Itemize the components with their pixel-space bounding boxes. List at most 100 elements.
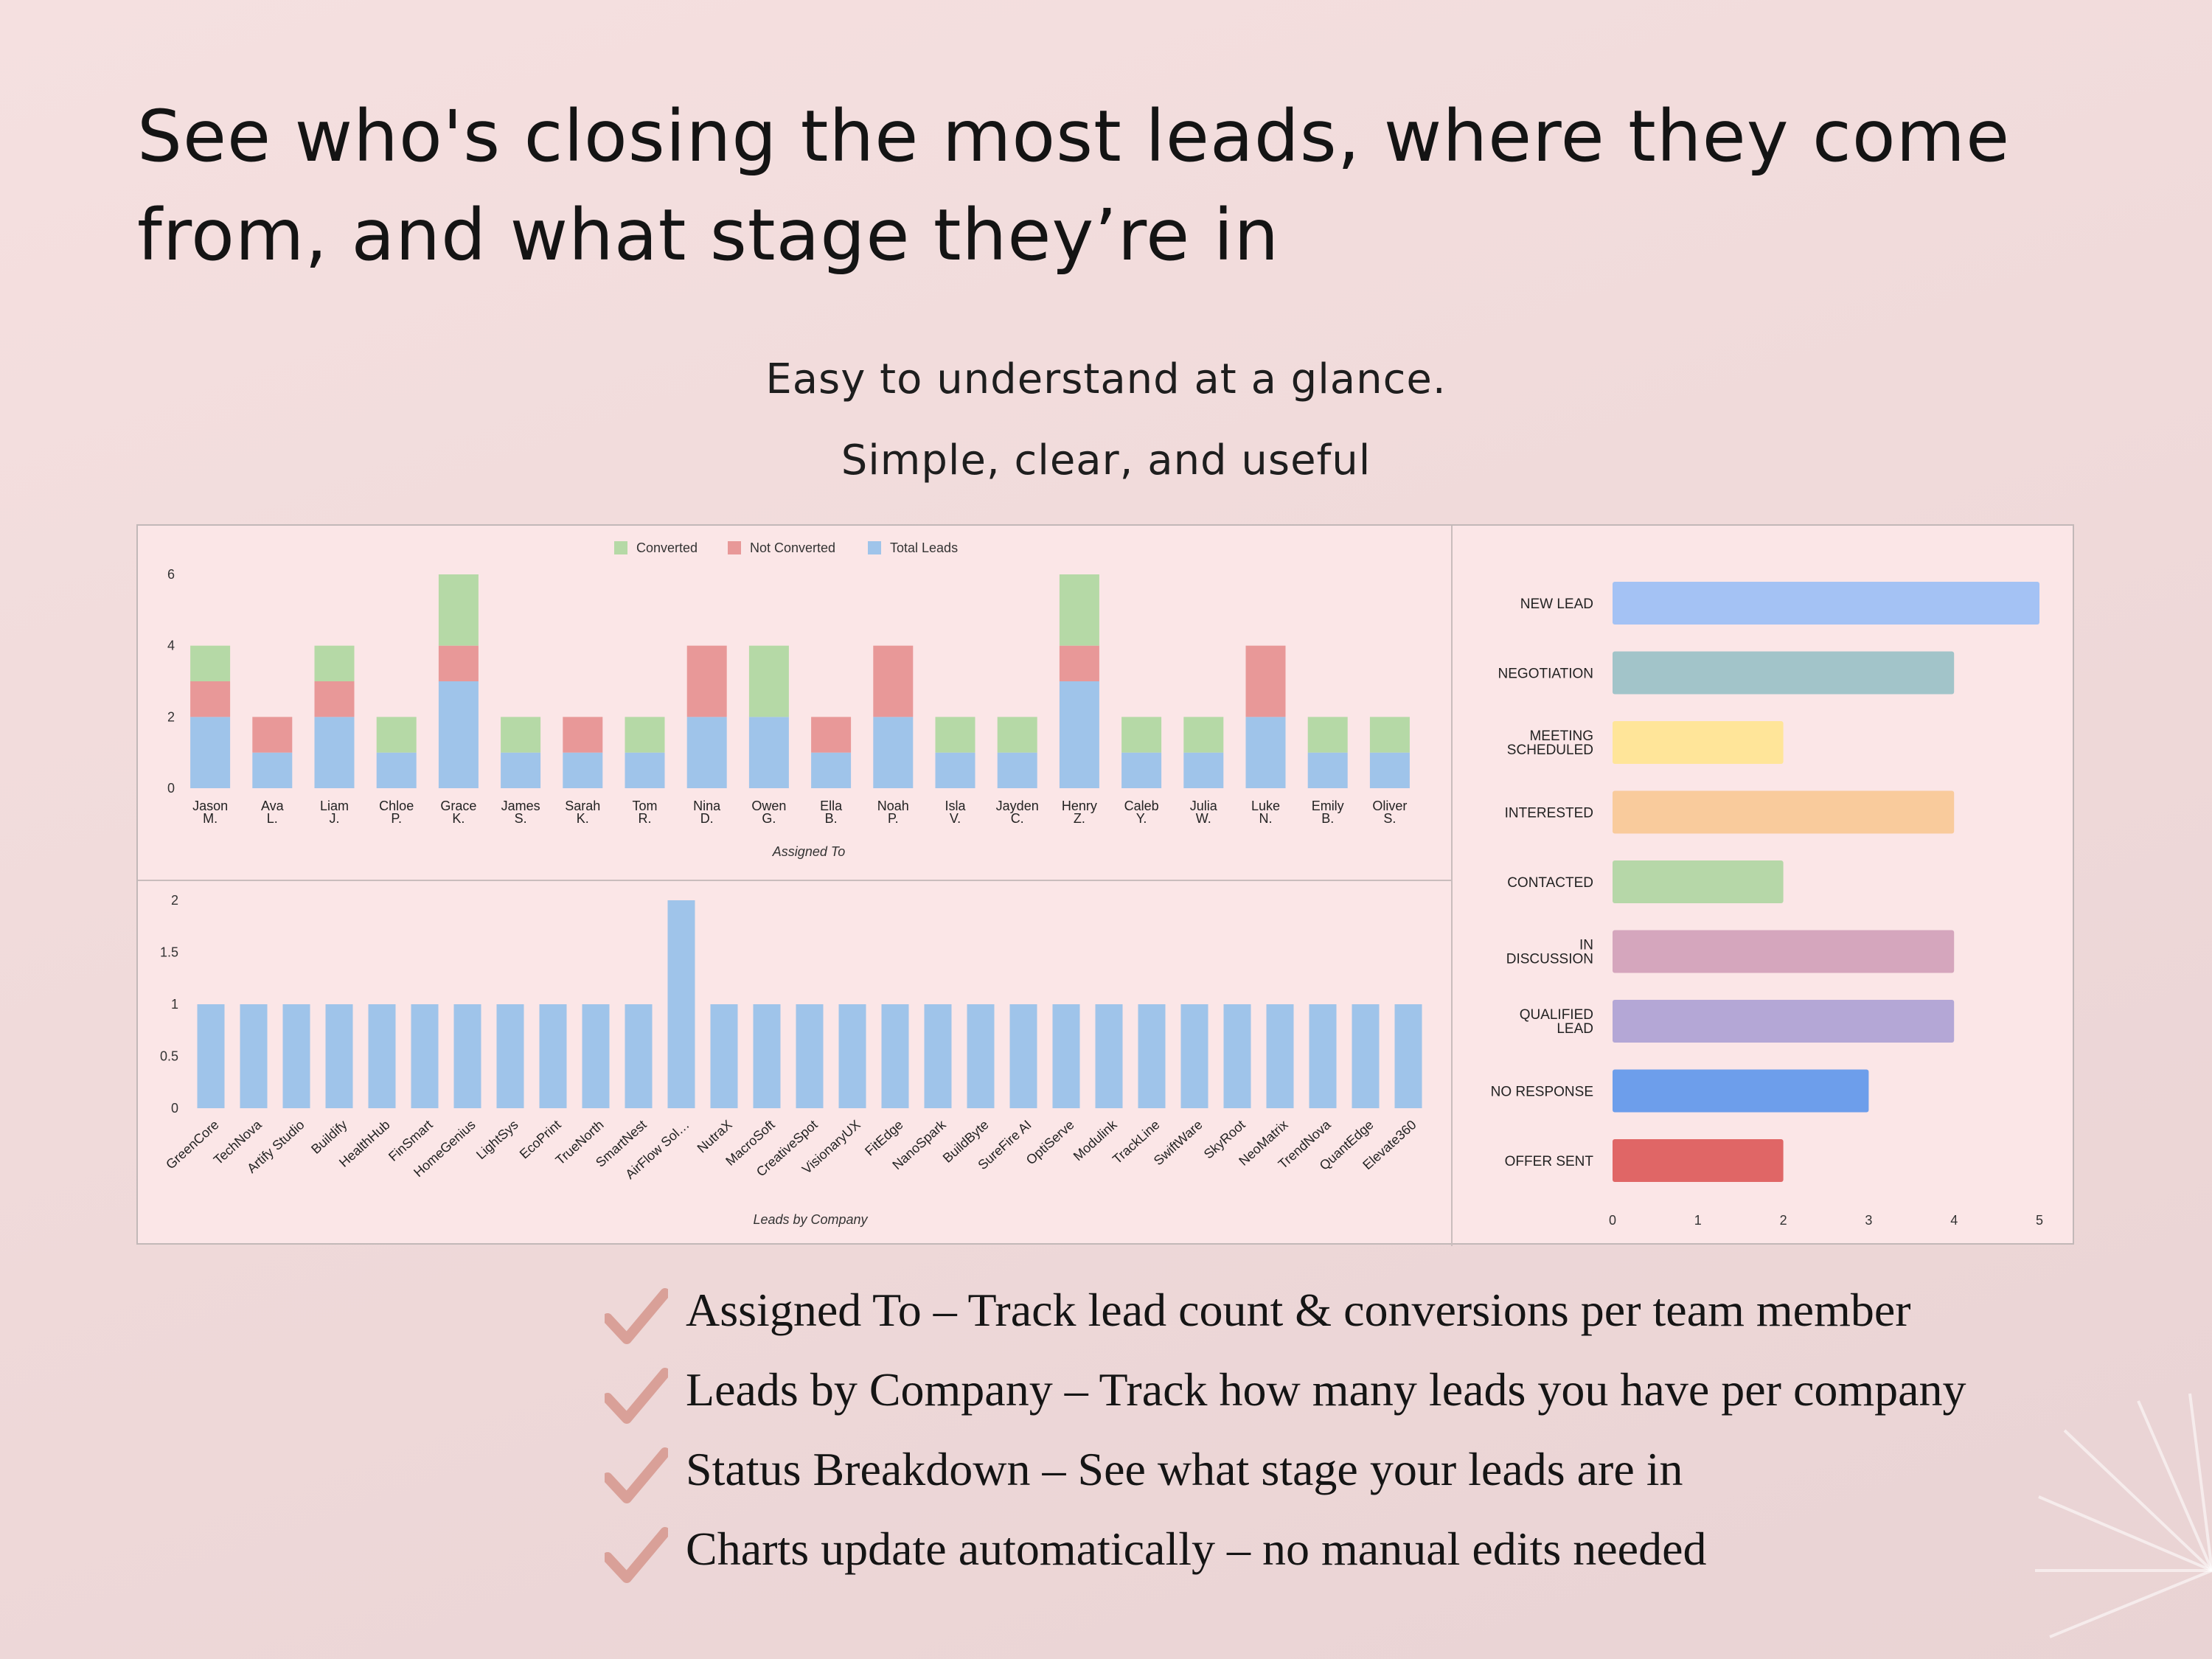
subtitle-simple: Simple, clear, and useful (841, 437, 1371, 484)
x-tick-label: Henry Z. (1062, 799, 1097, 826)
x-tick-label: Jayden C. (996, 799, 1039, 826)
bar-total-leads-caleb-y (1121, 752, 1162, 788)
x-tick-label: LightSys (473, 1117, 521, 1162)
bar-total-leads-oliver-s (1369, 752, 1410, 788)
bar-not-converted-liam-j (314, 681, 355, 717)
bar-converted-liam-j (314, 645, 355, 681)
bar-healthhub (368, 1004, 396, 1108)
x-axis-label: Assigned To (772, 844, 845, 859)
bar-truenorth (582, 1004, 610, 1108)
y-tick-label: 0 (167, 781, 175, 796)
bar-total-leads-ella-b (811, 752, 852, 788)
feature-item-assigned-to: Assigned To – Track lead count & convers… (605, 1283, 2079, 1357)
bar-total-leads-jason-m (190, 717, 231, 788)
dashboard-panel: 0 2 4 6 Jason M. Ava L. Liam J. Chloe P. Grace K. Jame… (136, 524, 2074, 1246)
x-tick-label: Buildify (308, 1117, 350, 1157)
y-tick-label: 2 (171, 893, 178, 908)
bar-total-leads-sarah-k (563, 752, 603, 788)
bar-surefire-ai (1009, 1004, 1037, 1108)
x-tick-label: GreenCore (163, 1117, 222, 1172)
feature-item-leads-by-company: Leads by Company – Track how many leads … (605, 1363, 2079, 1436)
legend-label-total-leads: Total Leads (890, 540, 958, 555)
bar-finsmart (411, 1004, 439, 1108)
bar-total-leads-luke-n (1245, 717, 1286, 788)
bar-converted-emily-b (1307, 717, 1348, 753)
bar-total-leads-james-s (501, 752, 541, 788)
y-tick-label: INTERESTED (1505, 806, 1593, 821)
x-tick-label: Emily B. (1312, 799, 1344, 826)
legend-label-converted: Converted (636, 540, 698, 555)
bar-total-leads-nina-d (686, 717, 727, 788)
x-tick-label: 5 (2036, 1213, 2043, 1228)
bar-trackline (1138, 1004, 1166, 1108)
bar-converted-owen-g (748, 645, 789, 717)
x-tick-label: 2 (1780, 1213, 1787, 1228)
bar-macrosoft (753, 1004, 781, 1108)
x-tick-label: James S. (501, 799, 540, 826)
bar-total-leads-henry-z (1059, 681, 1099, 788)
y-tick-label: OFFER SENT (1505, 1154, 1594, 1169)
bar-not-converted-noah-p (873, 645, 914, 717)
bar-no-response (1613, 1069, 1869, 1113)
bar-fitedge (881, 1004, 909, 1108)
feature-text: Status Breakdown – See what stage your l… (686, 1443, 1683, 1495)
bar-total-leads-jayden-c (997, 752, 1037, 788)
x-tick-label: Nina D. (693, 799, 721, 826)
bar-neomatrix (1266, 1004, 1294, 1108)
bar-converted-caleb-y (1121, 717, 1162, 753)
y-tick-label: 1.5 (160, 945, 178, 960)
sunburst-decoration (2035, 1393, 2212, 1638)
y-tick-label: CONTACTED (1507, 875, 1593, 891)
y-tick-label: NEW LEAD (1520, 597, 1593, 612)
bar-modulink (1095, 1004, 1123, 1108)
legend-label-not-converted: Not Converted (750, 540, 835, 555)
bar-greencore (197, 1004, 225, 1108)
bar-not-converted-luke-n (1245, 645, 1286, 717)
x-tick-label: Luke N. (1251, 799, 1280, 826)
bar-in-discussion (1613, 930, 1955, 973)
bar-not-converted-ava-l (252, 717, 293, 753)
bar-converted-jayden-c (997, 717, 1037, 753)
legend-swatch-converted (614, 541, 627, 554)
feature-item-status-breakdown: Status Breakdown – See what stage your l… (605, 1442, 2079, 1516)
x-tick-label: Noah P. (877, 799, 909, 826)
bar-converted-oliver-s (1369, 717, 1410, 753)
legend-swatch-total-leads (868, 541, 881, 554)
x-tick-label: 0 (1609, 1213, 1616, 1228)
bar-total-leads-grace-k (438, 681, 479, 788)
bar-qualified-lead (1613, 1000, 1955, 1043)
bar-not-converted-grace-k (438, 645, 479, 681)
x-tick-label: NutraX (695, 1117, 735, 1155)
x-tick-label: 4 (1950, 1213, 1958, 1228)
bar-total-leads-julia-w (1183, 752, 1224, 788)
feature-item-auto-update: Charts update automatically – no manual … (605, 1522, 2079, 1596)
x-tick-label: 3 (1865, 1213, 1872, 1228)
bar-airflow-sol (667, 900, 695, 1108)
feature-text: Leads by Company – Track how many leads … (686, 1363, 1966, 1416)
bar-converted-isla-v (935, 717, 975, 753)
y-tick-label: 0 (171, 1101, 178, 1116)
bar-total-leads-owen-g (748, 717, 789, 788)
y-tick-label: NEGOTIATION (1498, 667, 1593, 682)
status-breakdown-chart: NEW LEAD NEGOTIATION MEETING SCHEDULED INTER… (1491, 582, 2043, 1228)
bar-converted-grace-k (438, 574, 479, 646)
bar-converted-jason-m (190, 645, 231, 681)
bar-swiftware (1180, 1004, 1208, 1108)
feature-text: Charts update automatically – no manual … (686, 1523, 1707, 1575)
bar-technova (240, 1004, 268, 1108)
bar-not-converted-ella-b (811, 717, 852, 753)
bar-buildify (325, 1004, 353, 1108)
subtitle-glance: Easy to understand at a glance. (765, 355, 1447, 403)
bar-total-leads-tom-r (625, 752, 665, 788)
bar-trendnova (1309, 1004, 1337, 1108)
x-tick-label: Ava L. (261, 799, 285, 826)
bar-homegenius (453, 1004, 481, 1108)
bar-offer-sent (1613, 1139, 1784, 1182)
bar-total-leads-liam-j (314, 717, 355, 788)
bar-elevate360 (1394, 1004, 1422, 1108)
bar-total-leads-isla-v (935, 752, 975, 788)
bar-converted-henry-z (1059, 574, 1099, 646)
checkmark-icon (605, 1447, 668, 1503)
checkmark-icon (605, 1527, 668, 1583)
